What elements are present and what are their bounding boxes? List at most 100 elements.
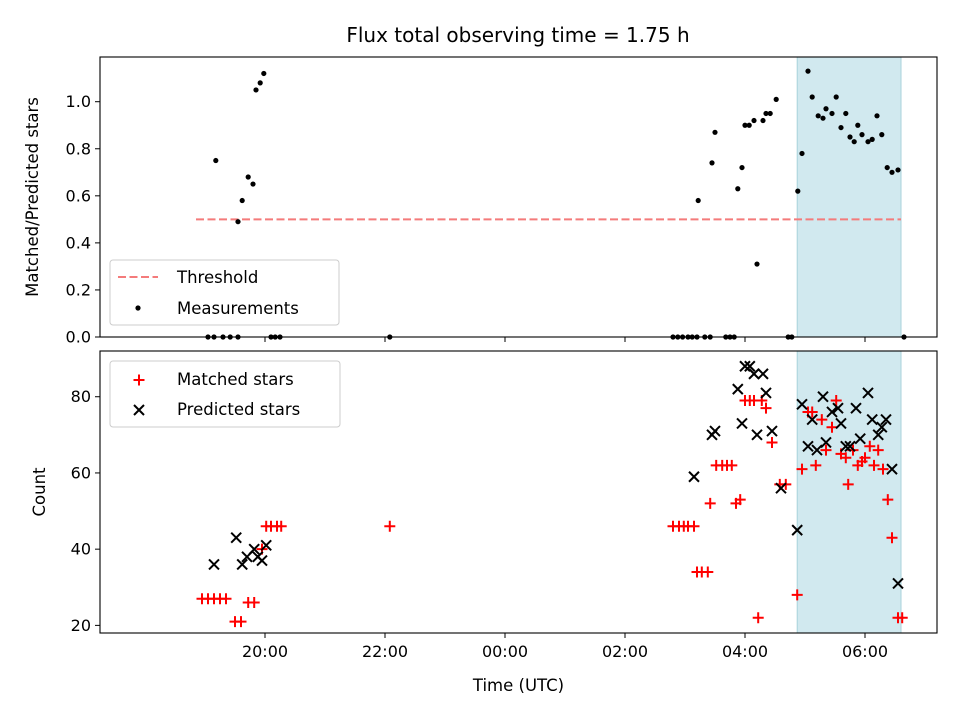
- y-tick-label: 60: [71, 463, 91, 482]
- measurement-point: [695, 197, 701, 204]
- y-tick-label: 0.0: [66, 328, 91, 347]
- legend-predicted-label: Predicted stars: [177, 400, 300, 419]
- x-tick-label: 04:00: [722, 642, 768, 661]
- predicted-star-point: [832, 402, 844, 414]
- measurement-point: [879, 132, 885, 138]
- measurement-point: [855, 122, 861, 128]
- measurement-point: [257, 80, 263, 86]
- measurement-point: [809, 94, 815, 100]
- matched-star-point: [864, 440, 876, 452]
- measurement-point: [865, 139, 871, 145]
- matched-star-point: [859, 452, 871, 464]
- predicted-star-point: [796, 398, 808, 411]
- chart-title: Flux total observing time = 1.75 h: [346, 23, 689, 47]
- y-axis-label: Count: [30, 467, 49, 517]
- matched-star-point: [766, 436, 778, 448]
- predicted-star-point: [751, 429, 763, 441]
- matched-star-point: [810, 459, 822, 471]
- legend-measurement-label: Measurements: [177, 299, 299, 318]
- measurement-point: [760, 117, 766, 124]
- measurement-point: [739, 164, 745, 171]
- measurement-point: [823, 106, 829, 112]
- measurement-point: [799, 150, 805, 157]
- measurement-point: [869, 136, 875, 142]
- measurement-point: [851, 139, 857, 145]
- predicted-star-point: [260, 539, 272, 552]
- axes-frame: [99, 56, 938, 338]
- matched-star-point: [384, 520, 396, 532]
- measurement-point: [253, 87, 259, 93]
- x-tick-label: 20:00: [242, 642, 288, 661]
- matched-star-point: [734, 494, 746, 506]
- matched-star-point: [842, 478, 854, 490]
- measurement-point: [859, 132, 865, 138]
- measurement-point: [829, 110, 835, 117]
- matched-star-point: [702, 566, 714, 578]
- predicted-star-point: [886, 463, 898, 475]
- predicted-star-point: [806, 413, 818, 426]
- highlight-span: [796, 56, 902, 338]
- x-axis-label: Time (UTC): [472, 676, 564, 695]
- predicted-star-point: [802, 440, 814, 452]
- measurement-point: [843, 110, 849, 117]
- measurement-point: [245, 174, 251, 180]
- y-tick-label: 20: [71, 616, 91, 635]
- predicted-star-point: [840, 440, 852, 452]
- predicted-star-point: [208, 558, 220, 571]
- predicted-star-point: [844, 440, 856, 452]
- matched-star-point: [796, 463, 808, 475]
- matched-star-point: [220, 593, 232, 605]
- measurement-point: [235, 219, 241, 225]
- matched-star-point: [830, 395, 842, 407]
- top-panel: 0.0 0.2 0.4 0.6 0.8 1.0 Matched/Predicted star…: [23, 56, 938, 347]
- measurement-point: [833, 94, 839, 100]
- matched-star-point: [752, 612, 764, 624]
- predicted-star-point: [230, 532, 242, 544]
- y-tick-label: 0.4: [66, 233, 91, 252]
- measurement-point: [820, 115, 826, 121]
- measurement-point: [847, 134, 853, 140]
- matched-star-point: [877, 463, 889, 475]
- predicted-star-point: [760, 387, 772, 399]
- measurement-point: [874, 113, 880, 119]
- predicted-star-point: [892, 577, 904, 590]
- predicted-star-point: [850, 402, 862, 414]
- measurement-point: [735, 186, 741, 192]
- measurement-point: [767, 110, 773, 117]
- predicted-star-point: [862, 387, 874, 399]
- matched-star-point: [816, 414, 828, 426]
- predicted-star-point: [826, 406, 838, 418]
- matched-star-point: [820, 444, 832, 456]
- measurement-point: [712, 129, 718, 135]
- legend-bottom: Matched stars Predicted stars: [109, 360, 341, 428]
- predicted-star-point: [854, 432, 866, 445]
- matched-star-point: [235, 616, 247, 628]
- measurement-point: [889, 169, 895, 175]
- measurement-point: [239, 197, 245, 204]
- matched-star-point: [840, 452, 852, 464]
- measurement-point: [709, 160, 715, 166]
- predicted-star-point: [766, 425, 778, 437]
- y-axis-label: Matched/Predicted stars: [23, 97, 42, 297]
- x-tick-label: 22:00: [362, 642, 408, 661]
- predicted-star-point: [775, 482, 787, 494]
- measurement-point: [751, 117, 757, 124]
- matched-star-point: [882, 494, 894, 506]
- measurement-point: [805, 68, 811, 74]
- legend-box: [109, 259, 340, 326]
- matched-star-point: [791, 589, 803, 601]
- predicted-star-point: [791, 524, 803, 536]
- predicted-star-point: [709, 425, 721, 437]
- legend-matched-swatch: [133, 374, 145, 386]
- measurement-point: [250, 181, 256, 187]
- y-tick-label: 0.2: [66, 280, 91, 299]
- measurement-point: [795, 188, 801, 194]
- predicted-star-point: [820, 436, 832, 449]
- predicted-star-point: [757, 368, 769, 380]
- predicted-star-point: [876, 421, 888, 433]
- matched-star-point: [868, 459, 880, 471]
- y-tick-label: 0.8: [66, 139, 91, 158]
- predicted-star-point: [744, 360, 756, 372]
- predicted-star-point: [736, 417, 748, 430]
- legend-box: [109, 360, 341, 428]
